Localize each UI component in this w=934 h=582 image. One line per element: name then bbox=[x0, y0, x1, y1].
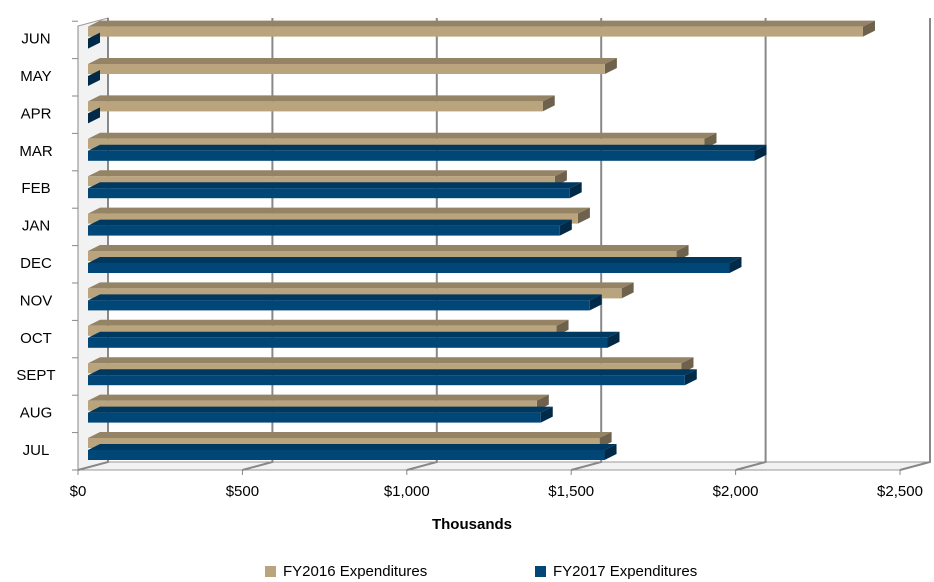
x-axis-title: Thousands bbox=[432, 516, 512, 533]
bar-top bbox=[88, 369, 697, 376]
bar-top bbox=[88, 319, 569, 326]
y-tick-label: APR bbox=[21, 105, 52, 122]
bar-end bbox=[88, 107, 100, 124]
y-tick-label: JAN bbox=[22, 218, 50, 235]
grid-line bbox=[242, 18, 274, 471]
bar-end bbox=[604, 58, 617, 74]
bar bbox=[88, 263, 730, 273]
legend-swatch bbox=[535, 566, 546, 577]
y-tick-label: SEPT bbox=[16, 367, 55, 384]
bar-top bbox=[88, 182, 582, 189]
bar bbox=[88, 325, 557, 336]
y-tick-label: FEB bbox=[21, 180, 50, 197]
x-tick-label: $2,000 bbox=[713, 483, 759, 500]
bar bbox=[88, 225, 560, 236]
bar bbox=[88, 101, 543, 112]
y-tick-label: AUG bbox=[20, 405, 53, 422]
bar-end bbox=[607, 331, 620, 348]
bar bbox=[88, 337, 608, 348]
bar-end bbox=[559, 219, 572, 236]
grid-line bbox=[406, 18, 438, 471]
bar-top bbox=[88, 282, 634, 289]
bar bbox=[88, 450, 605, 460]
y-tick-label: JUN bbox=[21, 31, 50, 48]
bar-top bbox=[88, 444, 617, 450]
bar-top bbox=[88, 257, 742, 263]
x-tick-label: $500 bbox=[226, 483, 259, 500]
x-tick-label: $1,000 bbox=[384, 483, 430, 500]
grid-line bbox=[77, 18, 109, 471]
bar bbox=[88, 300, 590, 311]
bar bbox=[88, 400, 537, 411]
x-tick-label: $0 bbox=[70, 483, 87, 500]
bar bbox=[88, 176, 555, 187]
bar-end bbox=[542, 95, 555, 112]
legend-label: FY2016 Expenditures bbox=[283, 563, 427, 580]
bar-end bbox=[540, 406, 553, 423]
y-tick-label: MAR bbox=[19, 143, 53, 160]
bar-top bbox=[88, 20, 875, 27]
y-tick-label: JUL bbox=[23, 442, 50, 459]
bar-top bbox=[88, 95, 555, 102]
bar-end bbox=[88, 32, 100, 49]
legend-swatch bbox=[265, 566, 276, 577]
bar-top bbox=[88, 170, 567, 177]
bar-top bbox=[88, 357, 694, 364]
bar bbox=[88, 26, 863, 37]
bar-top bbox=[88, 331, 620, 338]
bar-top bbox=[88, 394, 549, 401]
bar-top bbox=[88, 406, 553, 413]
bar bbox=[88, 188, 570, 199]
y-tick-label: MAY bbox=[20, 68, 51, 85]
bar-top bbox=[88, 219, 572, 226]
bar bbox=[88, 288, 622, 299]
bar-top bbox=[88, 144, 767, 151]
grid-line bbox=[899, 18, 931, 471]
grid-line bbox=[735, 18, 767, 471]
x-tick-label: $1,500 bbox=[548, 483, 594, 500]
bar-top bbox=[88, 245, 689, 251]
bar bbox=[88, 412, 541, 423]
bar-top bbox=[88, 207, 590, 214]
bar-end bbox=[862, 20, 875, 37]
bar-end bbox=[729, 257, 742, 273]
legend-label: FY2017 Expenditures bbox=[553, 563, 697, 580]
bar bbox=[88, 438, 600, 448]
bar bbox=[88, 138, 705, 149]
bar bbox=[88, 150, 755, 161]
grid-line bbox=[570, 18, 603, 471]
bar-top bbox=[88, 58, 617, 64]
bar bbox=[88, 363, 682, 374]
bar-end bbox=[604, 444, 617, 460]
bar-end bbox=[621, 282, 634, 299]
bar-end bbox=[88, 70, 100, 86]
floor bbox=[77, 461, 931, 471]
bar-top bbox=[88, 132, 717, 139]
bar-top bbox=[88, 294, 602, 301]
bar-end bbox=[577, 207, 590, 224]
bar-end bbox=[684, 369, 697, 386]
bar bbox=[88, 64, 605, 74]
x-tick-label: $2,500 bbox=[877, 483, 923, 500]
bar bbox=[88, 375, 685, 386]
bar bbox=[88, 213, 578, 224]
bar-top bbox=[88, 432, 612, 438]
bar-end bbox=[754, 144, 767, 161]
bar bbox=[88, 251, 677, 261]
y-tick-label: NOV bbox=[20, 292, 53, 309]
bar-end bbox=[589, 294, 602, 311]
bar-end bbox=[569, 182, 582, 199]
y-tick-label: DEC bbox=[20, 255, 52, 272]
y-tick-label: OCT bbox=[20, 330, 52, 347]
